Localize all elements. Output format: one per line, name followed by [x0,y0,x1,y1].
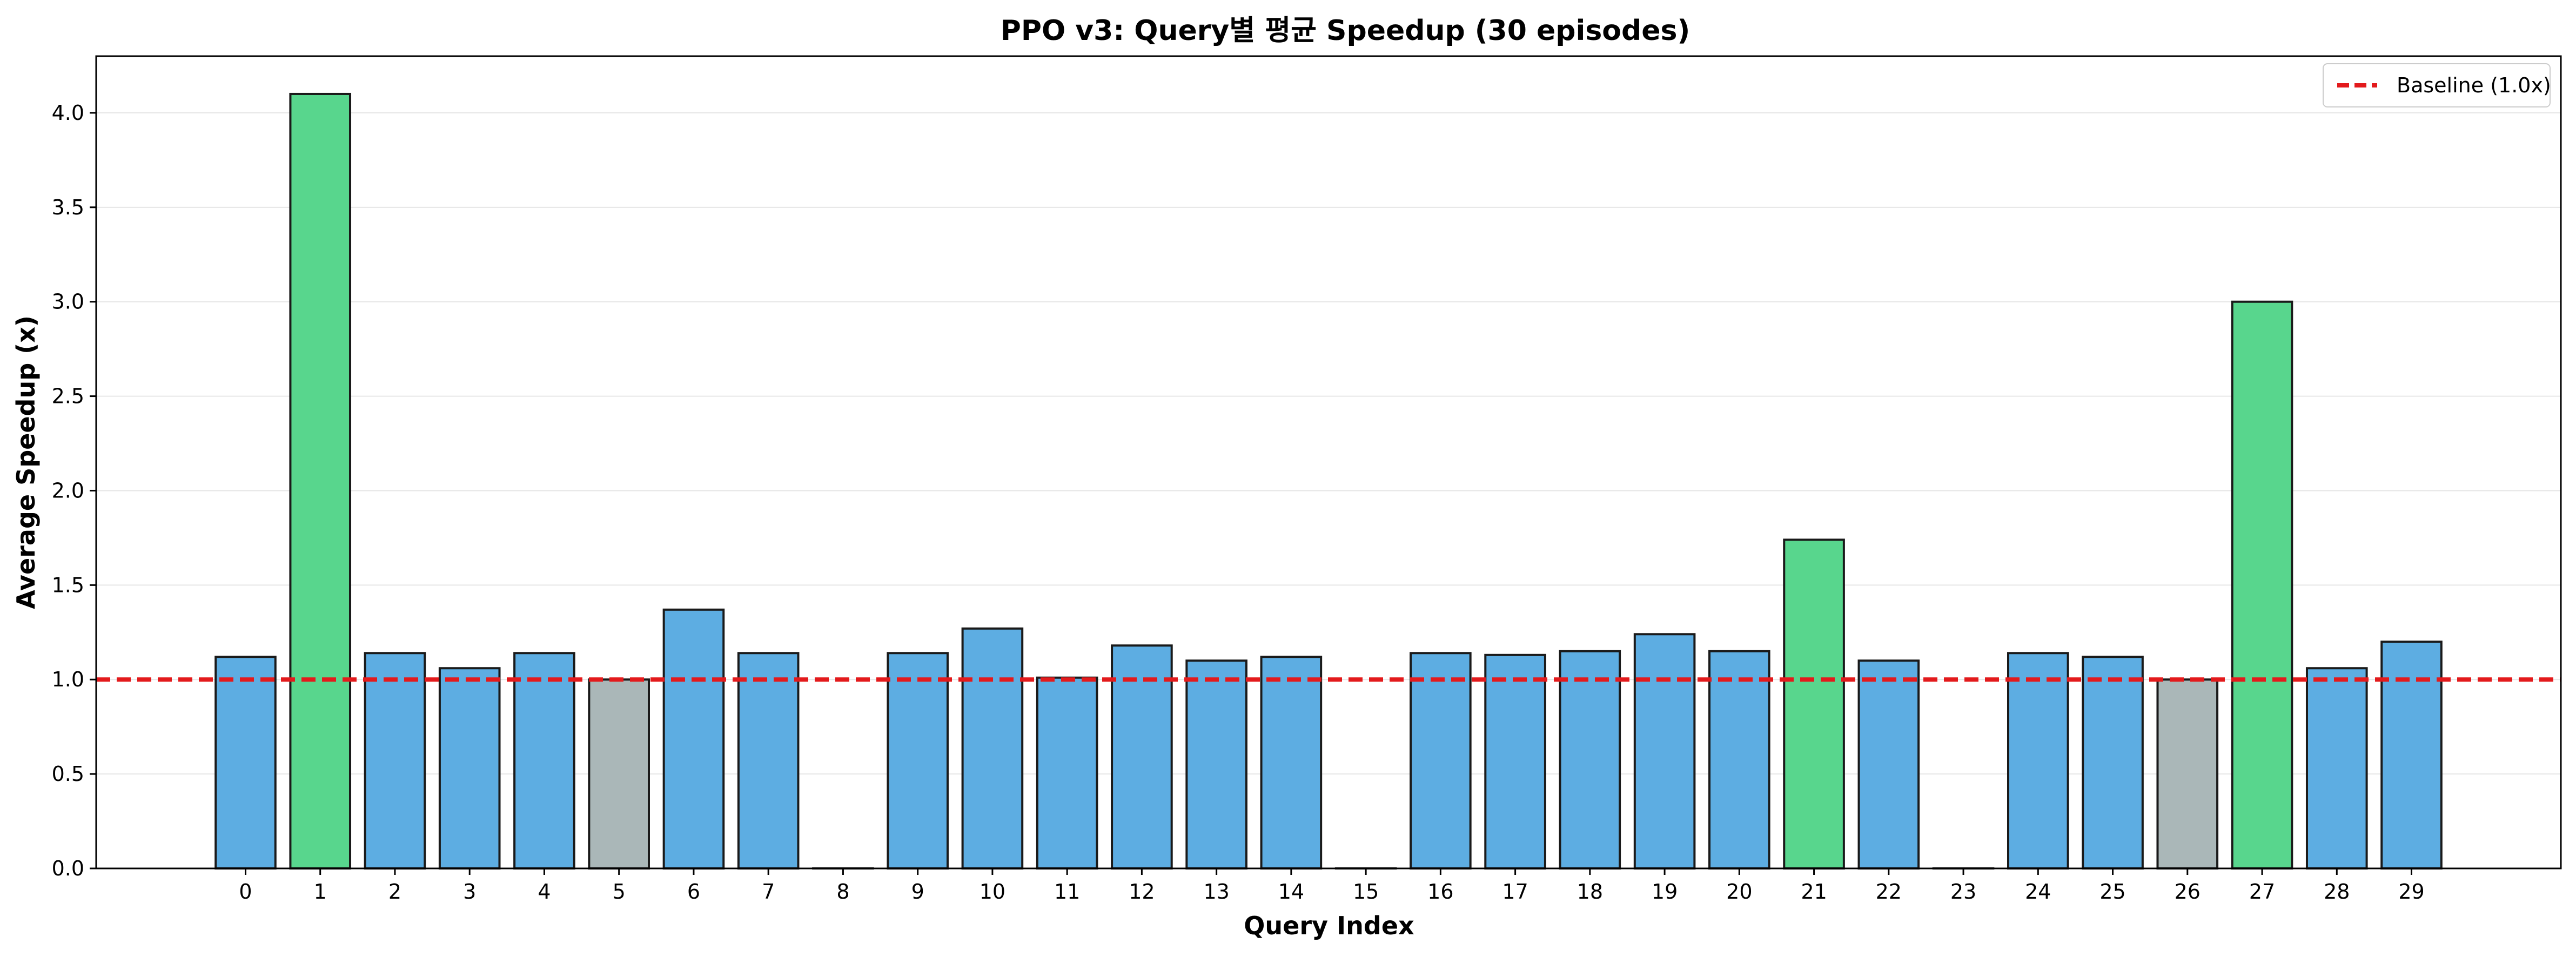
x-axis-label: Query Index [1244,911,1414,940]
bar-query-6 [662,608,725,870]
y-tick-label: 3.5 [52,196,84,219]
x-tick-label: 28 [2324,880,2350,904]
x-tick-label: 10 [980,880,1005,904]
x-tick-label: 9 [911,880,924,904]
x-tick-label: 21 [1801,880,1827,904]
bar-query-29 [2380,641,2443,870]
x-tick-label: 23 [1950,880,1976,904]
x-tick-label: 15 [1353,880,1379,904]
x-tick-label: 1 [314,880,327,904]
y-tick-label: 3.0 [52,290,84,314]
bar-query-19 [1633,633,1696,870]
plot-frame [95,55,2562,870]
bar-query-22 [1857,659,1920,870]
bar-query-3 [438,667,501,870]
x-tick-label: 25 [2099,880,2125,904]
y-tick-label: 2.0 [52,478,84,502]
y-tick-label: 4.0 [52,101,84,125]
y-tick-label: 1.5 [52,573,84,597]
y-ticks: 0.0 0.5 1.0 1.5 2.0 2.5 3.0 3.5 4.0 [52,101,96,880]
x-tick-label: 12 [1129,880,1155,904]
x-tick-label: 5 [613,880,626,904]
legend: Baseline (1.0x) [2323,63,2551,107]
bar-query-18 [1559,650,1621,870]
bar-query-14 [1260,656,1323,870]
bar-query-21 [1783,538,1845,870]
x-tick-label: 16 [1427,880,1453,904]
y-axis-label: Average Speedup (x) [11,315,41,609]
x-tick-label: 14 [1278,880,1304,904]
x-tick-label: 24 [2025,880,2051,904]
x-tick-label: 27 [2249,880,2275,904]
bars [214,92,2443,870]
bar-query-7 [737,652,800,870]
bar-query-4 [513,652,575,870]
x-tick-label: 3 [463,880,476,904]
bar-query-16 [1410,652,1472,870]
x-tick-label: 22 [1876,880,1902,904]
bar-query-1 [289,92,352,870]
y-tick-label: 0.0 [52,857,84,880]
bar-query-28 [2305,667,2368,870]
bar-query-2 [364,652,426,870]
bar-query-26 [2156,678,2219,870]
bar-query-25 [2082,656,2144,870]
bar-query-17 [1484,653,1546,870]
x-tick-label: 7 [762,880,775,904]
x-tick-label: 17 [1502,880,1528,904]
bar-query-27 [2231,300,2293,870]
x-tick-label: 20 [1726,880,1752,904]
bar-query-11 [1036,676,1098,870]
x-tick-label: 4 [538,880,551,904]
bar-query-20 [1708,650,1770,870]
x-tick-label: 11 [1054,880,1080,904]
bar-query-0 [214,656,277,870]
bar-query-9 [887,652,949,870]
bar-query-5 [588,678,650,870]
bar-query-13 [1185,659,1247,870]
x-tick-label: 0 [239,880,252,904]
x-tick-label: 19 [1652,880,1678,904]
bar-query-10 [961,627,1024,870]
y-tick-label: 1.0 [52,668,84,691]
x-tick-label: 6 [687,880,700,904]
x-tick-label: 18 [1577,880,1603,904]
y-tick-label: 0.5 [52,762,84,786]
y-tick-label: 2.5 [52,385,84,408]
legend-box [2323,63,2551,107]
x-tick-label: 8 [836,880,849,904]
x-ticks: 0 1 2 3 4 5 6 7 8 9 10 11 12 13 14 15 16 17 18 19 20 21 22 23 24… [239,868,2425,904]
chart-title: PPO v3: Query별 평균 Speedup (30 episodes) [1001,15,1690,47]
x-tick-label: 13 [1203,880,1229,904]
x-tick-label: 2 [388,880,401,904]
bar-query-24 [2007,652,2069,870]
bar-query-12 [1111,644,1173,870]
x-tick-label: 26 [2175,880,2201,904]
x-tick-label: 29 [2398,880,2424,904]
legend-baseline-label: Baseline (1.0x) [2397,73,2551,97]
